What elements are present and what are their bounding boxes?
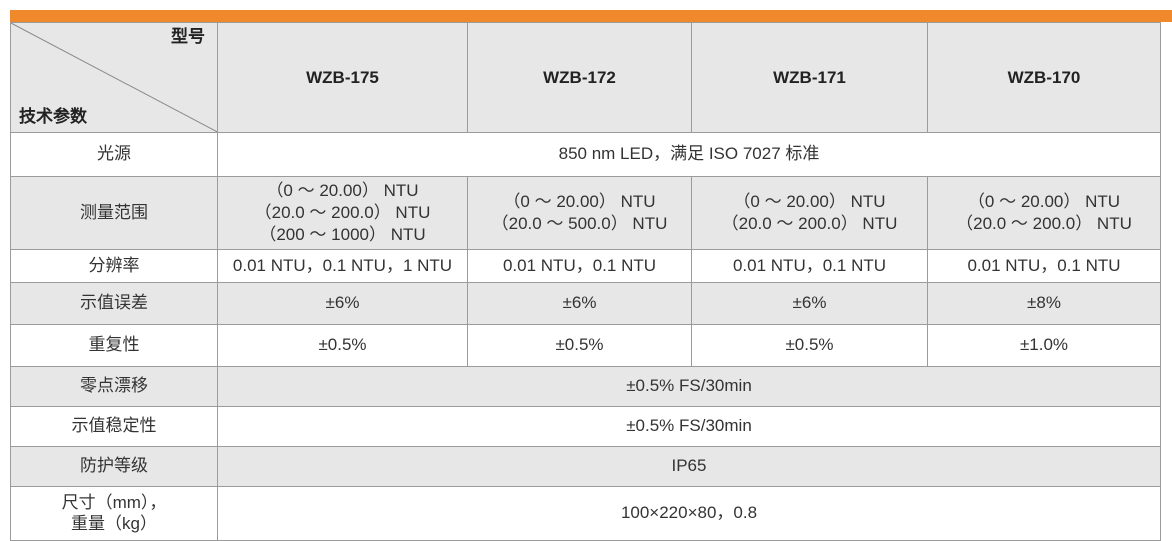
corner-param-label: 技术参数 — [19, 107, 87, 126]
cell-range-wzb-175: （0 ～ 20.00） NTU （20.0 ～ 200.0） NTU （200 … — [217, 175, 468, 250]
cell-repeat-wzb-175: ±0.5% — [217, 323, 468, 367]
table-row-resolution: 分辨率 0.01 NTU，0.1 NTU，1 NTU 0.01 NTU，0.1 … — [10, 248, 1161, 283]
column-header-wzb-175: WZB-175 — [217, 22, 468, 133]
table-row-dimensions-weight: 尺寸（mm）， 重量（kg） 100×220×80，0.8 — [10, 485, 1161, 541]
cell-resolution-wzb-172: 0.01 NTU，0.1 NTU — [467, 248, 692, 283]
spec-table: 型号 技术参数 WZB-175 WZB-172 WZB-171 WZB-170 … — [10, 22, 1161, 541]
table-row-protection-rating: 防护等级 IP65 — [10, 445, 1161, 487]
cell-light-source: 850 nm LED，满足 ISO 7027 标准 — [217, 131, 1161, 177]
cell-error-wzb-175: ±6% — [217, 281, 468, 325]
header-row: 型号 技术参数 WZB-175 WZB-172 WZB-171 WZB-170 — [10, 22, 1161, 133]
cell-range-wzb-171: （0 ～ 20.00） NTU （20.0 ～ 200.0） NTU — [691, 175, 928, 250]
cell-error-wzb-170: ±8% — [927, 281, 1161, 325]
table-row-zero-drift: 零点漂移 ±0.5% FS/30min — [10, 365, 1161, 407]
row-label-measure-range: 测量范围 — [10, 175, 218, 250]
table-row-measure-range: 测量范围 （0 ～ 20.00） NTU （20.0 ～ 200.0） NTU … — [10, 175, 1161, 250]
cell-repeat-wzb-171: ±0.5% — [691, 323, 928, 367]
diagonal-divider — [11, 23, 217, 132]
column-header-wzb-170: WZB-170 — [927, 22, 1161, 133]
accent-top-bar — [10, 10, 1172, 22]
cell-zero-drift: ±0.5% FS/30min — [217, 365, 1161, 407]
table-row-stability: 示值稳定性 ±0.5% FS/30min — [10, 405, 1161, 447]
cell-error-wzb-171: ±6% — [691, 281, 928, 325]
column-header-wzb-171: WZB-171 — [691, 22, 928, 133]
row-label-stability: 示值稳定性 — [10, 405, 218, 447]
row-label-light-source: 光源 — [10, 131, 218, 177]
cell-resolution-wzb-170: 0.01 NTU，0.1 NTU — [927, 248, 1161, 283]
cell-error-wzb-172: ±6% — [467, 281, 692, 325]
column-header-wzb-172: WZB-172 — [467, 22, 692, 133]
row-label-repeatability: 重复性 — [10, 323, 218, 367]
cell-range-wzb-170: （0 ～ 20.00） NTU （20.0 ～ 200.0） NTU — [927, 175, 1161, 250]
cell-repeat-wzb-172: ±0.5% — [467, 323, 692, 367]
cell-resolution-wzb-175: 0.01 NTU，0.1 NTU，1 NTU — [217, 248, 468, 283]
cell-stability: ±0.5% FS/30min — [217, 405, 1161, 447]
row-label-resolution: 分辨率 — [10, 248, 218, 283]
corner-cell: 型号 技术参数 — [10, 22, 218, 133]
row-label-protection-rating: 防护等级 — [10, 445, 218, 487]
table-row-light-source: 光源 850 nm LED，满足 ISO 7027 标准 — [10, 131, 1161, 177]
row-label-zero-drift: 零点漂移 — [10, 365, 218, 407]
cell-protection-rating: IP65 — [217, 445, 1161, 487]
table-row-repeatability: 重复性 ±0.5% ±0.5% ±0.5% ±1.0% — [10, 323, 1161, 367]
corner-model-label: 型号 — [171, 27, 205, 46]
cell-dimensions-weight: 100×220×80，0.8 — [217, 485, 1161, 541]
table-row-indication-error: 示值误差 ±6% ±6% ±6% ±8% — [10, 281, 1161, 325]
row-label-dimensions-weight: 尺寸（mm）， 重量（kg） — [10, 485, 218, 541]
cell-range-wzb-172: （0 ～ 20.00） NTU （20.0 ～ 500.0） NTU — [467, 175, 692, 250]
cell-resolution-wzb-171: 0.01 NTU，0.1 NTU — [691, 248, 928, 283]
row-label-indication-error: 示值误差 — [10, 281, 218, 325]
cell-repeat-wzb-170: ±1.0% — [927, 323, 1161, 367]
